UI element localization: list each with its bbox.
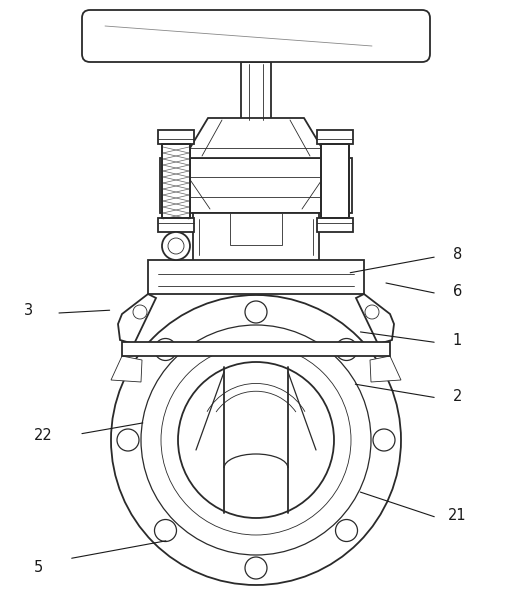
FancyBboxPatch shape xyxy=(82,10,430,62)
Bar xyxy=(321,144,349,218)
Text: 21: 21 xyxy=(448,508,467,523)
Polygon shape xyxy=(356,294,394,344)
Circle shape xyxy=(168,238,184,254)
Circle shape xyxy=(373,429,395,451)
Bar xyxy=(317,130,353,144)
Text: 1: 1 xyxy=(453,333,462,348)
Bar xyxy=(160,158,352,213)
Bar xyxy=(230,213,282,245)
Polygon shape xyxy=(118,294,156,344)
Text: 3: 3 xyxy=(24,303,33,317)
Circle shape xyxy=(117,429,139,451)
Polygon shape xyxy=(370,356,401,382)
Circle shape xyxy=(162,232,190,260)
Bar xyxy=(158,218,194,232)
Circle shape xyxy=(133,305,147,319)
Bar xyxy=(193,213,319,261)
Bar xyxy=(158,130,194,144)
Bar xyxy=(162,144,190,218)
Circle shape xyxy=(336,519,358,542)
Circle shape xyxy=(245,557,267,579)
Polygon shape xyxy=(184,118,328,158)
Circle shape xyxy=(154,338,176,360)
Circle shape xyxy=(154,519,176,542)
Polygon shape xyxy=(111,356,142,382)
Bar xyxy=(321,144,349,218)
Bar xyxy=(148,260,364,294)
Circle shape xyxy=(161,345,351,535)
Circle shape xyxy=(336,338,358,360)
Bar xyxy=(317,218,353,232)
Text: 22: 22 xyxy=(34,429,53,443)
Circle shape xyxy=(141,325,371,555)
Text: 8: 8 xyxy=(453,247,462,262)
Circle shape xyxy=(111,295,401,585)
Circle shape xyxy=(365,305,379,319)
Text: 2: 2 xyxy=(453,389,462,403)
Text: 5: 5 xyxy=(34,561,43,575)
Bar xyxy=(162,144,190,218)
Text: 6: 6 xyxy=(453,284,462,299)
Circle shape xyxy=(245,301,267,323)
Bar xyxy=(122,342,390,356)
Bar xyxy=(241,62,271,120)
Circle shape xyxy=(178,362,334,518)
